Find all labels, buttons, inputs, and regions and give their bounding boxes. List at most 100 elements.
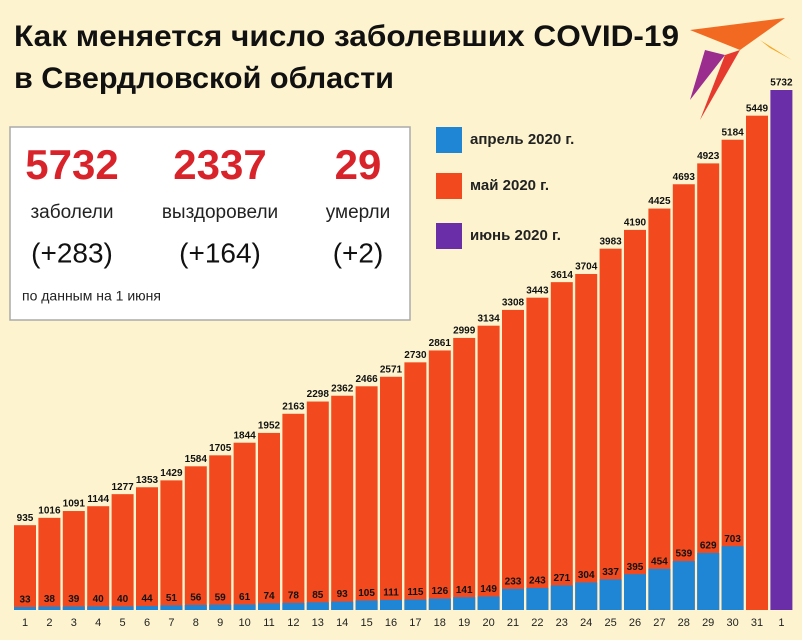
value-label: 44 — [141, 594, 153, 605]
bar — [404, 362, 427, 610]
value-label: 5449 — [746, 103, 769, 114]
bar — [380, 376, 402, 610]
bar — [355, 386, 378, 610]
bar — [380, 599, 402, 610]
x-tick-label: 5 — [120, 617, 126, 629]
bar — [599, 248, 622, 611]
bar — [282, 602, 305, 610]
bar — [404, 599, 427, 610]
bar — [160, 605, 183, 610]
stat-change: (+283) — [31, 237, 113, 268]
bar — [672, 184, 695, 610]
bar — [721, 546, 744, 610]
bar — [14, 525, 36, 610]
bar — [14, 607, 36, 610]
value-label: 2730 — [404, 350, 427, 361]
value-label: 1705 — [209, 443, 232, 454]
value-label: 2861 — [429, 338, 452, 349]
legend-swatch — [436, 127, 462, 153]
value-label: 141 — [456, 585, 473, 596]
value-label: 2571 — [380, 364, 403, 375]
bar — [233, 604, 256, 610]
value-label: 51 — [166, 593, 178, 604]
x-tick-label: 9 — [217, 617, 223, 629]
bar — [306, 401, 329, 610]
bar — [87, 506, 110, 610]
bar — [282, 413, 305, 610]
value-label: 1016 — [38, 505, 61, 516]
value-label: 539 — [675, 549, 692, 560]
bar — [258, 603, 280, 610]
value-label: 4923 — [697, 151, 720, 162]
bar — [38, 517, 61, 610]
stat-label: умерли — [326, 202, 391, 223]
x-tick-label: 22 — [531, 617, 543, 629]
x-tick-label: 15 — [360, 617, 372, 629]
bar — [648, 208, 671, 610]
x-tick-label: 18 — [434, 617, 446, 629]
value-label: 703 — [724, 534, 741, 545]
value-label: 5184 — [721, 127, 744, 138]
value-label: 1844 — [233, 430, 256, 441]
bar — [209, 604, 232, 610]
bar — [38, 606, 61, 610]
stat-value: 29 — [335, 141, 382, 188]
value-label: 1429 — [160, 468, 183, 479]
bar — [697, 552, 720, 610]
info-box — [9, 126, 411, 321]
x-tick-label: 1 — [22, 617, 28, 629]
value-label: 2163 — [282, 401, 305, 412]
bar — [526, 587, 549, 610]
bar — [160, 480, 183, 610]
bar — [526, 297, 549, 610]
value-label: 2466 — [355, 374, 378, 385]
x-tick-label: 31 — [751, 617, 763, 629]
value-label: 935 — [17, 513, 34, 524]
bar — [233, 442, 256, 610]
legend-swatch — [436, 223, 462, 249]
value-label: 61 — [239, 592, 251, 603]
bar — [502, 309, 524, 610]
x-tick-label: 27 — [653, 617, 665, 629]
value-label: 271 — [553, 573, 570, 584]
value-label: 5732 — [770, 78, 793, 89]
bar — [477, 325, 500, 610]
legend-label: июнь 2020 г. — [470, 227, 561, 244]
value-label: 2298 — [307, 389, 330, 400]
value-label: 3704 — [575, 262, 598, 273]
bar — [624, 229, 646, 610]
value-label: 1091 — [63, 499, 86, 510]
note: по данным на 1 июня — [22, 288, 161, 304]
x-tick-label: 10 — [238, 617, 250, 629]
value-label: 629 — [700, 541, 717, 552]
value-label: 1584 — [185, 454, 208, 465]
value-label: 126 — [431, 586, 448, 597]
bar — [453, 337, 476, 610]
value-label: 149 — [480, 584, 497, 595]
bar — [355, 600, 378, 610]
value-label: 105 — [358, 588, 375, 599]
bar — [258, 432, 280, 610]
bar — [770, 90, 793, 610]
x-tick-label: 3 — [71, 617, 77, 629]
x-tick-label: 14 — [336, 617, 348, 629]
value-label: 1277 — [111, 482, 134, 493]
x-tick-label: 19 — [458, 617, 470, 629]
bar — [111, 606, 134, 610]
bar — [453, 597, 476, 610]
bar — [550, 585, 573, 610]
value-label: 33 — [19, 595, 31, 606]
x-tick-label: 21 — [507, 617, 519, 629]
value-label: 3614 — [551, 270, 574, 281]
bar — [672, 561, 695, 610]
x-tick-label: 2 — [46, 617, 52, 629]
legend-label: апрель 2020 г. — [470, 131, 574, 148]
bar — [62, 511, 85, 610]
value-label: 78 — [288, 591, 300, 602]
value-label: 40 — [93, 594, 105, 605]
value-label: 93 — [337, 589, 349, 600]
bar — [599, 579, 622, 610]
value-label: 2362 — [331, 383, 354, 394]
chart-title: в Свердловской области — [14, 62, 394, 95]
